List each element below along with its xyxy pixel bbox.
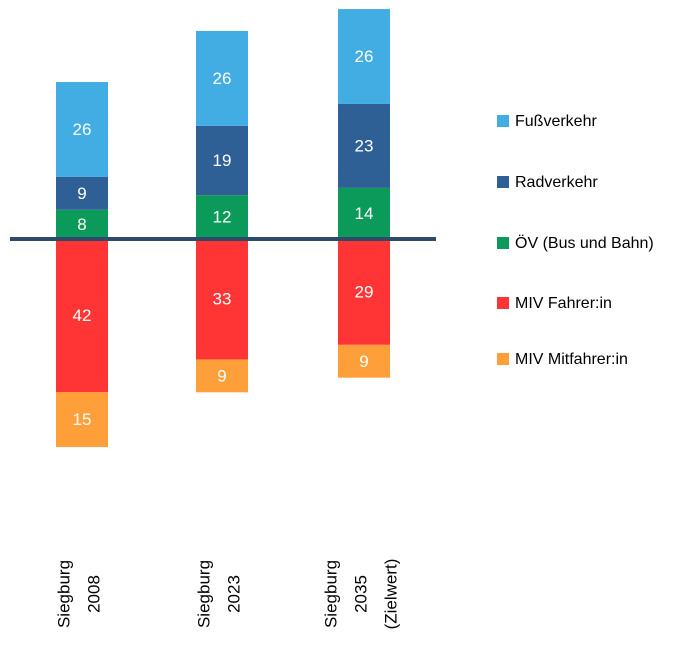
bar-segment — [56, 209, 108, 239]
legend-label: MIV Fahrer:in — [515, 295, 612, 312]
bar-segment — [196, 359, 248, 393]
bar-segment — [196, 125, 248, 196]
legend-swatch — [497, 297, 509, 309]
value-label: 12 — [213, 208, 232, 227]
legend-swatch — [497, 353, 509, 365]
legend-label: Radverkehr — [515, 174, 598, 191]
x-tick-label: 2035 — [351, 575, 370, 613]
value-label: 14 — [355, 204, 374, 223]
x-tick-label: Siegburg — [194, 560, 213, 628]
bar-segment — [196, 30, 248, 126]
value-label: 26 — [73, 120, 92, 139]
value-label: 19 — [213, 151, 232, 170]
value-label: 9 — [217, 366, 226, 385]
value-label: 33 — [213, 290, 232, 309]
bar-segment — [56, 392, 108, 448]
value-label: 23 — [355, 136, 374, 155]
value-label: 9 — [77, 184, 86, 203]
value-label: 9 — [359, 352, 368, 371]
x-tick-label: Siegburg — [321, 560, 340, 628]
x-tick-label: Siegburg — [54, 560, 73, 628]
x-tick-label: 2008 — [84, 575, 103, 613]
value-label: 15 — [73, 410, 92, 429]
x-tick-label: (Zielwert) — [381, 559, 400, 630]
bar-segment — [338, 239, 390, 345]
bar-segment — [338, 103, 390, 188]
value-label: 29 — [355, 282, 374, 301]
bar-segment — [56, 82, 108, 177]
value-label: 26 — [355, 47, 374, 66]
value-label: 42 — [73, 306, 92, 325]
bar-segment — [56, 239, 108, 393]
bar-segment — [196, 195, 248, 239]
legend-label: MIV Mitfahrer:in — [515, 351, 628, 368]
legend-swatch — [497, 237, 509, 249]
legend-label: Fußverkehr — [515, 113, 597, 130]
bar-segment — [196, 239, 248, 360]
bar-segment — [338, 9, 390, 104]
x-tick-label: 2023 — [224, 575, 243, 613]
legend-swatch — [497, 176, 509, 188]
legend-label: ÖV (Bus und Bahn) — [515, 234, 654, 252]
bar-segment — [56, 176, 108, 210]
legend-swatch — [497, 115, 509, 127]
value-label: 26 — [213, 69, 232, 88]
bar-segment — [338, 344, 390, 378]
value-label: 8 — [77, 215, 86, 234]
bar-segment — [338, 187, 390, 239]
